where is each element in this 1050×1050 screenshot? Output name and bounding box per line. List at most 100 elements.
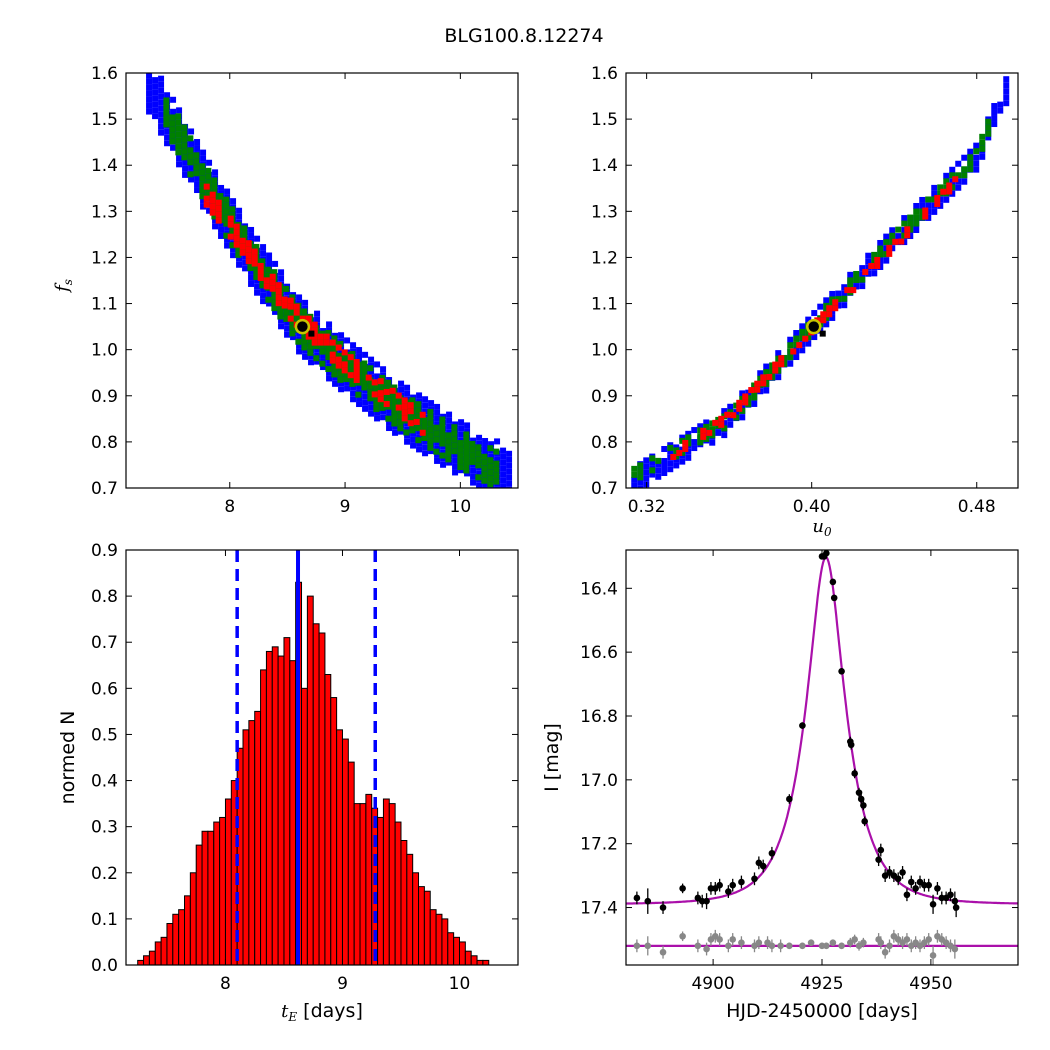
histogram-bar: [219, 816, 226, 966]
posterior-cell: [973, 148, 980, 155]
posterior-cell: [476, 434, 483, 441]
posterior-cell: [500, 471, 507, 478]
posterior-cell: [277, 313, 284, 320]
posterior-cell: [239, 249, 246, 256]
posterior-cell: [367, 365, 374, 372]
posterior-cell: [248, 274, 255, 281]
posterior-cell: [433, 436, 440, 443]
posterior-cell: [248, 268, 255, 275]
data-point: [729, 936, 737, 943]
posterior-cell: [193, 152, 200, 159]
posterior-cell: [236, 261, 243, 268]
posterior-cell: [200, 203, 207, 210]
posterior-cell: [445, 444, 452, 451]
posterior-cell: [337, 340, 344, 347]
posterior-cell: [685, 454, 692, 461]
posterior-cell: [386, 419, 393, 426]
histogram-bar: [137, 959, 145, 966]
posterior-cell: [643, 469, 650, 476]
y-tick-label: 16.4: [580, 579, 618, 599]
posterior-cell: [919, 196, 926, 203]
posterior-cell: [269, 279, 276, 286]
posterior-cell: [463, 431, 470, 438]
posterior-cell: [146, 90, 153, 97]
posterior-cell: [290, 334, 297, 341]
posterior-cell: [925, 196, 932, 203]
data-point: [925, 881, 933, 889]
posterior-cell: [793, 335, 800, 342]
posterior-cell: [215, 199, 222, 206]
posterior-cell: [391, 408, 398, 415]
posterior-cell: [235, 251, 242, 258]
posterior-cell: [329, 357, 336, 364]
posterior-cell: [260, 292, 267, 299]
histogram-bars: [137, 581, 490, 966]
posterior-cell: [251, 248, 258, 255]
posterior-cell: [260, 286, 267, 293]
posterior-cell: [187, 153, 194, 160]
posterior-cell: [241, 225, 248, 232]
posterior-cell: [718, 415, 725, 422]
posterior-cell: [271, 299, 278, 306]
y-tick-label: 17.2: [580, 835, 618, 855]
posterior-cell: [973, 160, 980, 167]
posterior-cell: [877, 239, 884, 246]
posterior-cell: [422, 408, 429, 415]
posterior-cell: [331, 335, 338, 342]
posterior-cell: [253, 267, 260, 274]
data-point: [860, 802, 867, 809]
posterior-cell: [889, 232, 896, 239]
posterior-cell: [458, 431, 465, 438]
posterior-cell: [326, 375, 333, 382]
posterior-cell: [350, 384, 357, 391]
posterior-cell: [395, 392, 402, 399]
posterior-cell: [337, 376, 344, 383]
y-tick-label: 1.3: [591, 202, 618, 222]
posterior-cell: [943, 178, 950, 185]
posterior-cell: [730, 412, 737, 419]
posterior-cell: [259, 282, 266, 289]
posterior-cell: [377, 390, 384, 397]
posterior-cell: [451, 424, 458, 431]
y-tick-label: 1.5: [591, 110, 618, 130]
y-tick-label: 0.7: [591, 479, 618, 499]
posterior-cell: [832, 305, 839, 312]
posterior-cell: [973, 142, 980, 149]
posterior-cell: [940, 188, 947, 195]
histogram-bar: [148, 950, 156, 966]
posterior-cell: [475, 474, 482, 481]
posterior-cell: [254, 289, 261, 296]
posterior-cell: [349, 380, 356, 387]
posterior-cell: [697, 433, 704, 440]
data-point: [786, 795, 793, 803]
posterior-cell: [446, 411, 453, 418]
posterior-cell: [146, 96, 153, 103]
figure-title: BLG100.8.12274: [444, 25, 603, 47]
posterior-cell: [152, 65, 158, 71]
histogram-bar: [260, 669, 267, 966]
data-point: [823, 550, 830, 557]
posterior-cell: [353, 364, 360, 371]
posterior-cell: [943, 184, 950, 191]
posterior-cell: [949, 172, 956, 179]
posterior-cell: [158, 105, 165, 112]
x-tick-label: 10: [449, 974, 471, 994]
posterior-cell: [500, 453, 507, 460]
y-axis-label: normed N: [57, 711, 79, 805]
observations-gray: [633, 929, 959, 965]
posterior-cell: [949, 166, 956, 173]
data-point: [729, 881, 737, 889]
posterior-cell: [391, 402, 398, 409]
posterior-cell: [367, 389, 374, 396]
posterior-cell: [439, 440, 446, 447]
posterior-cell: [805, 316, 812, 323]
posterior-cell: [415, 437, 422, 444]
posterior-cell: [457, 440, 464, 447]
posterior-cell: [706, 429, 713, 436]
posterior-cell: [175, 143, 182, 150]
posterior-cell: [193, 158, 200, 165]
model-curve: [626, 556, 1018, 905]
posterior-cell: [775, 350, 782, 357]
posterior-cell: [973, 166, 980, 173]
posterior-cell: [859, 283, 866, 290]
